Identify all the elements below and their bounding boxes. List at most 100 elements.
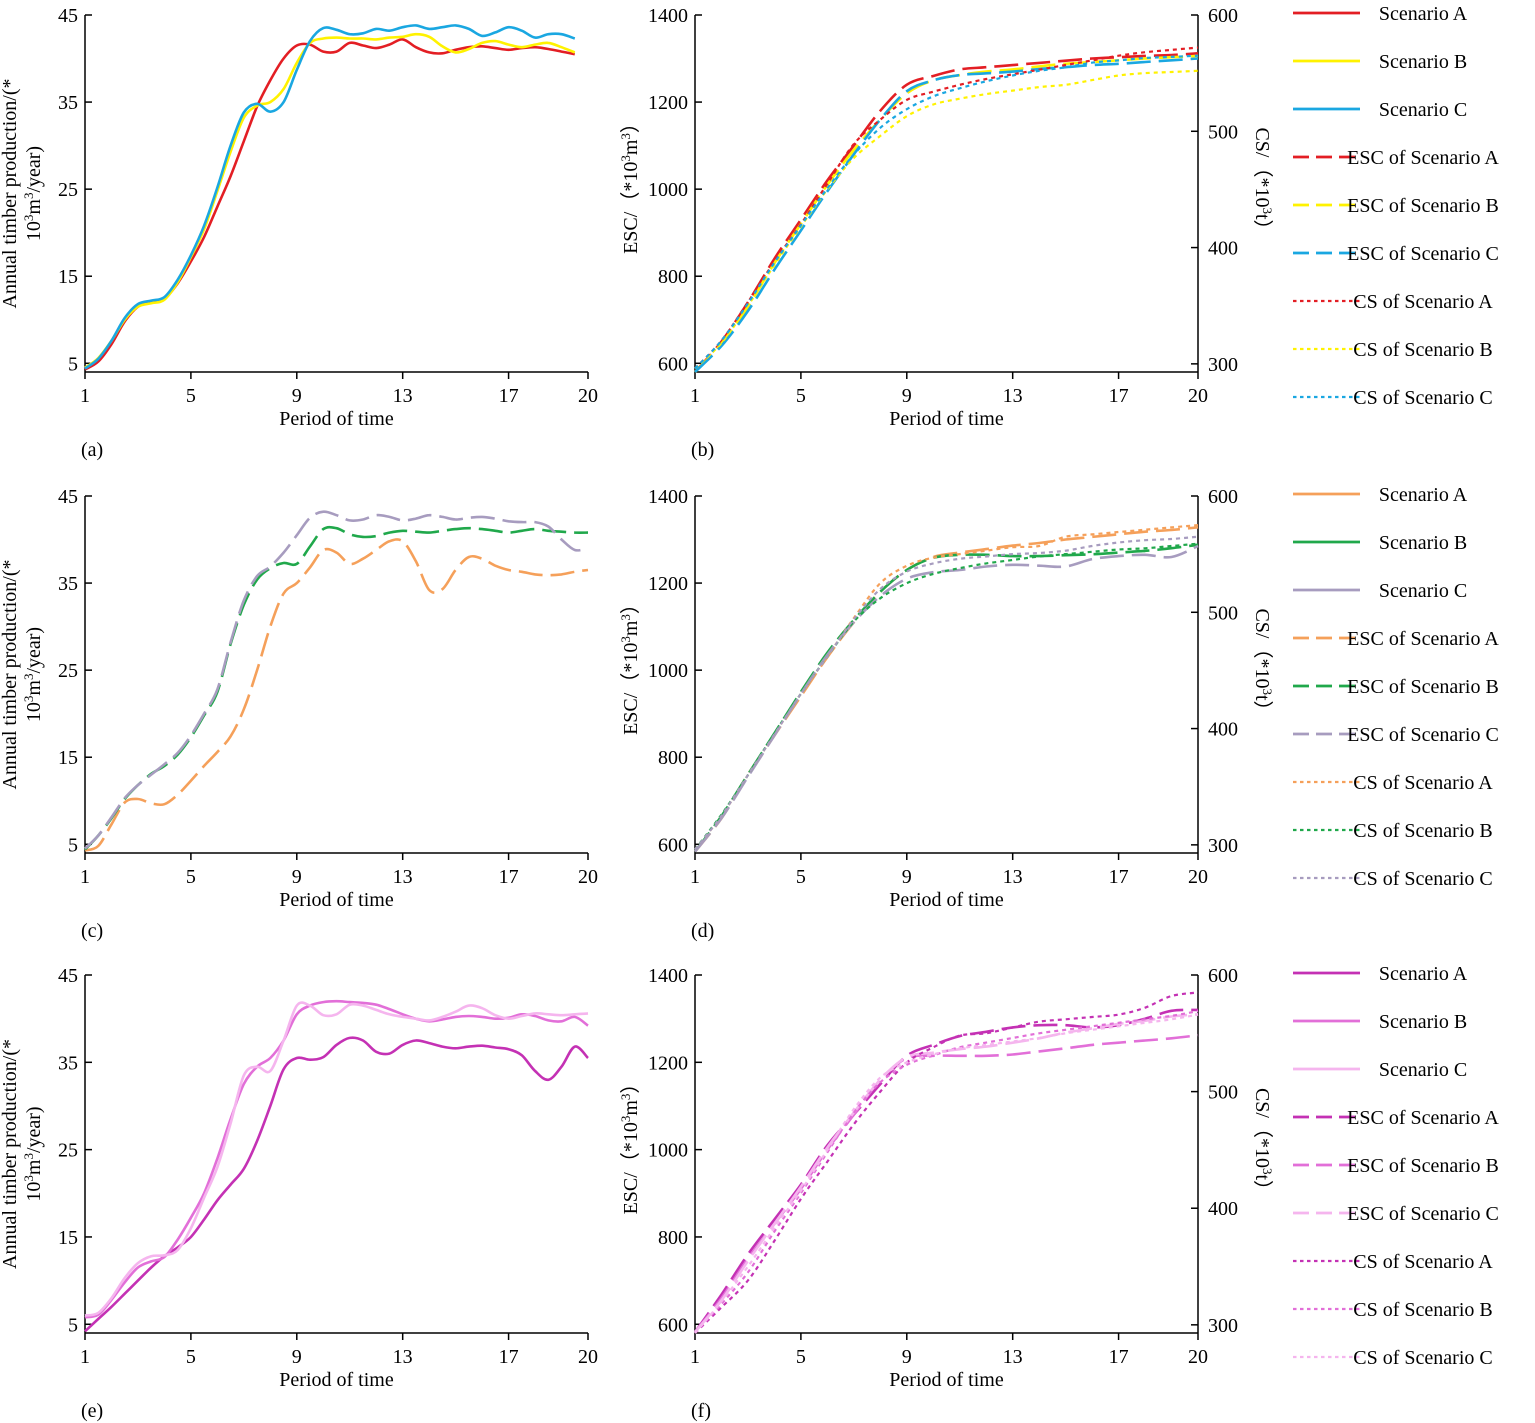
series-line-cs-of-scenario-c [694, 1013, 1199, 1334]
series-line-cs-of-scenario-a [694, 524, 1199, 851]
x-tick-label: 1 [80, 1346, 90, 1368]
legend-label: ESC of Scenario C [1347, 724, 1499, 746]
y-axis-label: ESC/（*103m3） [618, 1074, 643, 1215]
y-axis-right-label: CS/（*103t） [1251, 608, 1276, 720]
y-axis-label: ESC/（*103m3） [618, 594, 643, 735]
x-tick-label: 13 [1003, 866, 1023, 888]
legend-label: Scenario C [1379, 99, 1467, 121]
legend-3: Scenario A Scenario B Scenario C ESC of Sce… [1293, 963, 1499, 1369]
y-tick-label: 5 [68, 353, 78, 375]
x-tick-label: 13 [393, 866, 413, 888]
series-line-cs-of-scenario-c [694, 535, 1199, 851]
y-tick-label: 5 [68, 1314, 78, 1336]
legend-label: Scenario C [1379, 1059, 1467, 1081]
panel-label: (e) [81, 1400, 103, 1422]
x-tick-label: 13 [393, 1346, 413, 1368]
x-tick-label: 9 [902, 385, 912, 407]
x-tick-label: 20 [1188, 385, 1208, 407]
legend-label: CS of Scenario A [1353, 772, 1493, 794]
legend-label: ESC of Scenario B [1347, 676, 1499, 698]
x-tick-label: 1 [690, 866, 700, 888]
series-line-scenario-a [84, 538, 589, 852]
series-line-esc-of-scenario-b [693, 1033, 1199, 1333]
y-right-tick-label: 600 [1208, 5, 1238, 27]
legend-label: CS of Scenario B [1353, 1299, 1492, 1321]
legend-1: Scenario A Scenario B Scenario C ESC of Sce… [1293, 3, 1499, 409]
x-tick-label: 1 [690, 385, 700, 407]
series-line-scenario-b [84, 525, 589, 851]
y-right-tick-label: 300 [1208, 1315, 1238, 1337]
x-tick-label: 20 [578, 385, 598, 407]
y-tick-label: 1400 [648, 5, 688, 27]
series-line-scenario-c [84, 1001, 589, 1317]
y-right-tick-label: 400 [1208, 1198, 1238, 1220]
y-axis-label-line-2: 103m3/year) [21, 1106, 46, 1201]
x-tick-label: 13 [1003, 385, 1023, 407]
y-right-tick-label: 500 [1208, 121, 1238, 143]
y-right-tick-label: 400 [1208, 238, 1238, 260]
panel-label: (b) [691, 439, 714, 461]
legend-label: Scenario B [1379, 51, 1467, 73]
x-tick-label: 17 [1109, 1346, 1129, 1368]
series-line-scenario-a [84, 1036, 589, 1333]
y-tick-label: 800 [658, 1227, 688, 1249]
x-tick-label: 17 [499, 385, 519, 407]
x-tick-label: 5 [186, 385, 196, 407]
x-tick-label: 20 [578, 1346, 598, 1368]
x-tick-label: 5 [796, 866, 806, 888]
y-tick-label: 15 [58, 266, 78, 288]
series-line-scenario-b [84, 999, 589, 1319]
panel-label: (f) [691, 1400, 711, 1422]
y-right-tick-label: 600 [1208, 965, 1238, 987]
y-right-tick-label: 400 [1208, 719, 1238, 741]
y-tick-label: 1200 [648, 573, 688, 595]
y-tick-label: 600 [658, 1314, 688, 1336]
legend-label: ESC of Scenario B [1347, 195, 1499, 217]
legend-label: CS of Scenario B [1353, 339, 1492, 361]
y-tick-label: 35 [58, 573, 78, 595]
x-tick-label: 1 [690, 1346, 700, 1368]
legend-label: CS of Scenario C [1353, 387, 1492, 409]
legend-label: Scenario C [1379, 580, 1467, 602]
x-tick-label: 5 [186, 866, 196, 888]
x-tick-label: 13 [393, 385, 413, 407]
y-tick-label: 15 [58, 1227, 78, 1249]
legend-label: Scenario A [1379, 3, 1468, 25]
y-axis-label: ESC/（*103m3） [618, 113, 643, 254]
x-tick-label: 9 [902, 1346, 912, 1368]
series-line-esc-of-scenario-b [694, 54, 1199, 373]
y-tick-label: 1000 [648, 1140, 688, 1162]
x-tick-label: 17 [1109, 866, 1129, 888]
y-tick-label: 1400 [648, 965, 688, 987]
y-tick-label: 800 [658, 747, 688, 769]
legend-2: Scenario A Scenario B Scenario C ESC of Sce… [1293, 484, 1499, 890]
legend-label: CS of Scenario B [1353, 820, 1492, 842]
panel-label: (a) [81, 439, 103, 461]
x-tick-label: 17 [1109, 385, 1129, 407]
x-tick-label: 5 [796, 385, 806, 407]
x-tick-label: 9 [292, 385, 302, 407]
series-line-cs-of-scenario-b [694, 542, 1199, 851]
y-tick-label: 600 [658, 353, 688, 375]
x-tick-label: 1 [80, 866, 90, 888]
legend-label: Scenario B [1379, 532, 1467, 554]
y-tick-label: 25 [58, 1140, 78, 1162]
series-line-cs-of-scenario-c [694, 54, 1199, 370]
legend-label: ESC of Scenario A [1347, 628, 1499, 650]
series-line-esc-of-scenario-b [693, 543, 1199, 853]
legend-label: Scenario A [1379, 963, 1468, 985]
y-axis-right-label: CS/（*103t） [1251, 127, 1276, 239]
legend-label: ESC of Scenario A [1347, 1107, 1499, 1129]
chart-panel-f: 1 5 9 13 17 20 600 800 1000 1200 1400 300 400 500 600 P… [618, 965, 1276, 1422]
y-tick-label: 1200 [648, 92, 688, 114]
panel-label: (c) [81, 920, 103, 942]
x-tick-label: 20 [578, 866, 598, 888]
x-axis-label: Period of time [279, 889, 394, 911]
y-tick-label: 800 [658, 266, 688, 288]
series-line-cs-of-scenario-b [694, 69, 1199, 370]
x-tick-label: 5 [796, 1346, 806, 1368]
legend-label: CS of Scenario C [1353, 1347, 1492, 1369]
y-tick-label: 1200 [648, 1052, 688, 1074]
